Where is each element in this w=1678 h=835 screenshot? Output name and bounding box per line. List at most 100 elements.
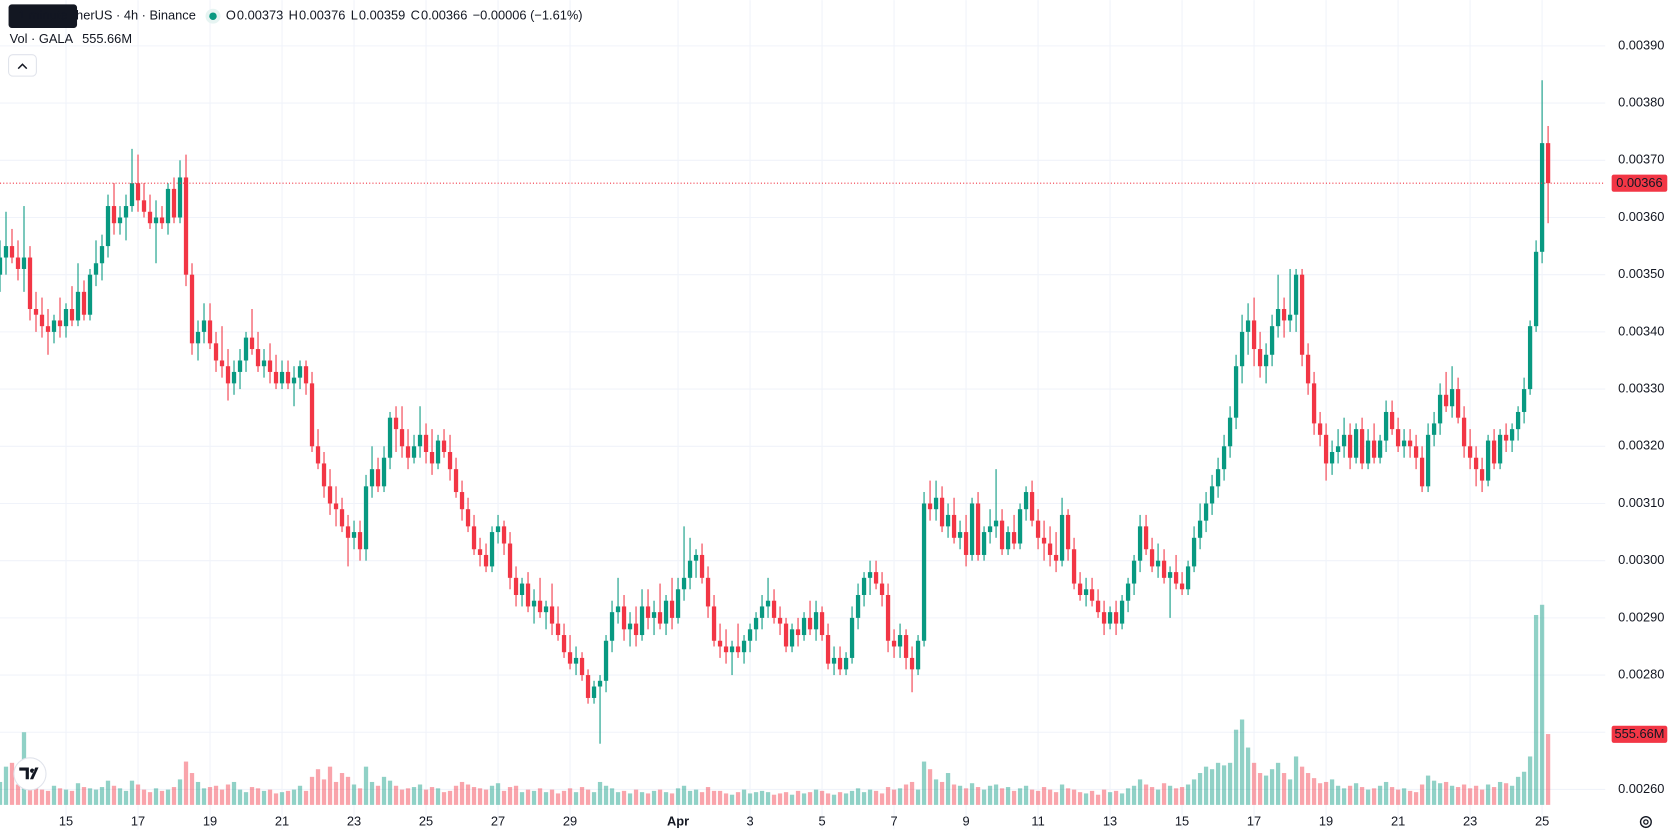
volume-bar: [63, 789, 69, 805]
candle-body: [603, 640, 609, 681]
candle-body: [93, 263, 99, 275]
volume-bar: [39, 789, 45, 805]
candle-body: [945, 514, 951, 527]
candle-body: [1449, 389, 1455, 407]
candle-body: [1191, 537, 1197, 567]
volume-bar: [453, 785, 459, 805]
volume-bar: [1401, 788, 1407, 805]
candle-body: [483, 554, 489, 567]
volume-bar: [1005, 787, 1011, 805]
x-tick-label: 7: [890, 813, 897, 828]
candle-body: [1509, 429, 1515, 441]
candle-body: [957, 532, 963, 538]
candle-body: [1491, 440, 1497, 464]
volume-bar: [1431, 780, 1437, 805]
candle-body: [573, 657, 579, 664]
candle-body: [1485, 440, 1491, 481]
candle-body: [411, 446, 417, 458]
candle-body: [1263, 354, 1269, 367]
collapse-button[interactable]: [8, 54, 37, 77]
candle-body: [333, 503, 339, 510]
candle-body: [1365, 440, 1371, 464]
candle-body: [813, 612, 819, 630]
candle-body: [453, 469, 459, 493]
candle-body: [147, 211, 153, 224]
candle-body: [1323, 434, 1329, 464]
candle-body: [723, 646, 729, 653]
candle-body: [1017, 509, 1023, 544]
volume-bar: [171, 787, 177, 805]
volume-bar: [1173, 788, 1179, 805]
candle-body: [441, 440, 447, 453]
volume-bar: [1377, 785, 1383, 805]
candle-body: [99, 246, 105, 264]
volume-bar: [129, 780, 135, 805]
volume-bar: [1461, 784, 1467, 805]
volume-bar: [1071, 789, 1077, 805]
volume-bar: [471, 787, 477, 805]
candle-body: [999, 520, 1005, 550]
candle-body: [789, 629, 795, 647]
volume-pane: [0, 604, 1551, 805]
candle-body: [327, 486, 333, 504]
candle-body: [1425, 434, 1431, 487]
candle-body: [909, 657, 915, 670]
candle-body: [45, 326, 51, 332]
volume-bar: [891, 789, 897, 805]
candle-body: [237, 360, 243, 372]
x-tick-label: 9: [962, 813, 969, 828]
candle-body: [675, 589, 681, 618]
candle-body: [1167, 572, 1173, 578]
volume-bar: [1347, 785, 1353, 805]
settings-button[interactable]: [1639, 815, 1652, 829]
candle-body: [195, 331, 201, 344]
candle-body: [1125, 583, 1131, 601]
volume-bar: [81, 787, 87, 805]
volume-bar: [387, 780, 393, 805]
volume-bar: [249, 787, 255, 805]
change-value: −0.00006 (−1.61%): [473, 8, 583, 23]
x-tick-label: 15: [59, 813, 73, 828]
candle-body: [969, 503, 975, 555]
candle-body: [627, 623, 633, 630]
candle-body: [669, 600, 675, 618]
volume-name: Vol · GALA: [10, 31, 74, 46]
candle-body: [1077, 583, 1083, 595]
volume-bar: [1305, 773, 1311, 805]
volume-bar: [1275, 762, 1281, 805]
volume-bar: [375, 785, 381, 805]
legend: GALA / TetherUS · 4h · Binance O 0.00373 H 0…: [8, 4, 583, 46]
volume-bar: [1335, 785, 1341, 805]
candle-body: [219, 360, 225, 367]
candle-body: [765, 600, 771, 607]
candle-body: [1413, 446, 1419, 458]
candle-body: [1053, 554, 1059, 561]
candle-body: [1197, 520, 1203, 538]
volume-bar: [1341, 788, 1347, 805]
x-tick-label: 23: [1463, 813, 1477, 828]
candle-body: [885, 594, 891, 641]
candle-body: [1251, 320, 1257, 350]
volume-bar: [153, 788, 159, 805]
volume-bar: [57, 788, 63, 805]
volume-bar: [963, 788, 969, 805]
candle-body: [1437, 394, 1443, 424]
candle-body: [81, 291, 87, 315]
candle-body: [849, 617, 855, 658]
candle-body: [1245, 320, 1251, 332]
volume-bar: [597, 781, 603, 805]
volume-bar: [1539, 604, 1545, 805]
last-volume-label: 555.66M: [1615, 726, 1665, 741]
candle-body: [243, 337, 249, 361]
volume-bar: [1077, 792, 1083, 805]
candle-body: [105, 206, 111, 247]
volume-bar: [1155, 789, 1161, 805]
last-price-box: [1611, 174, 1668, 192]
candle-body: [3, 246, 9, 258]
candle-body: [1347, 434, 1353, 458]
candle-body: [1143, 526, 1149, 550]
candle-body: [501, 526, 507, 544]
volume-bar: [243, 792, 249, 805]
volume-bar: [645, 793, 651, 805]
volume-bar: [801, 793, 807, 805]
